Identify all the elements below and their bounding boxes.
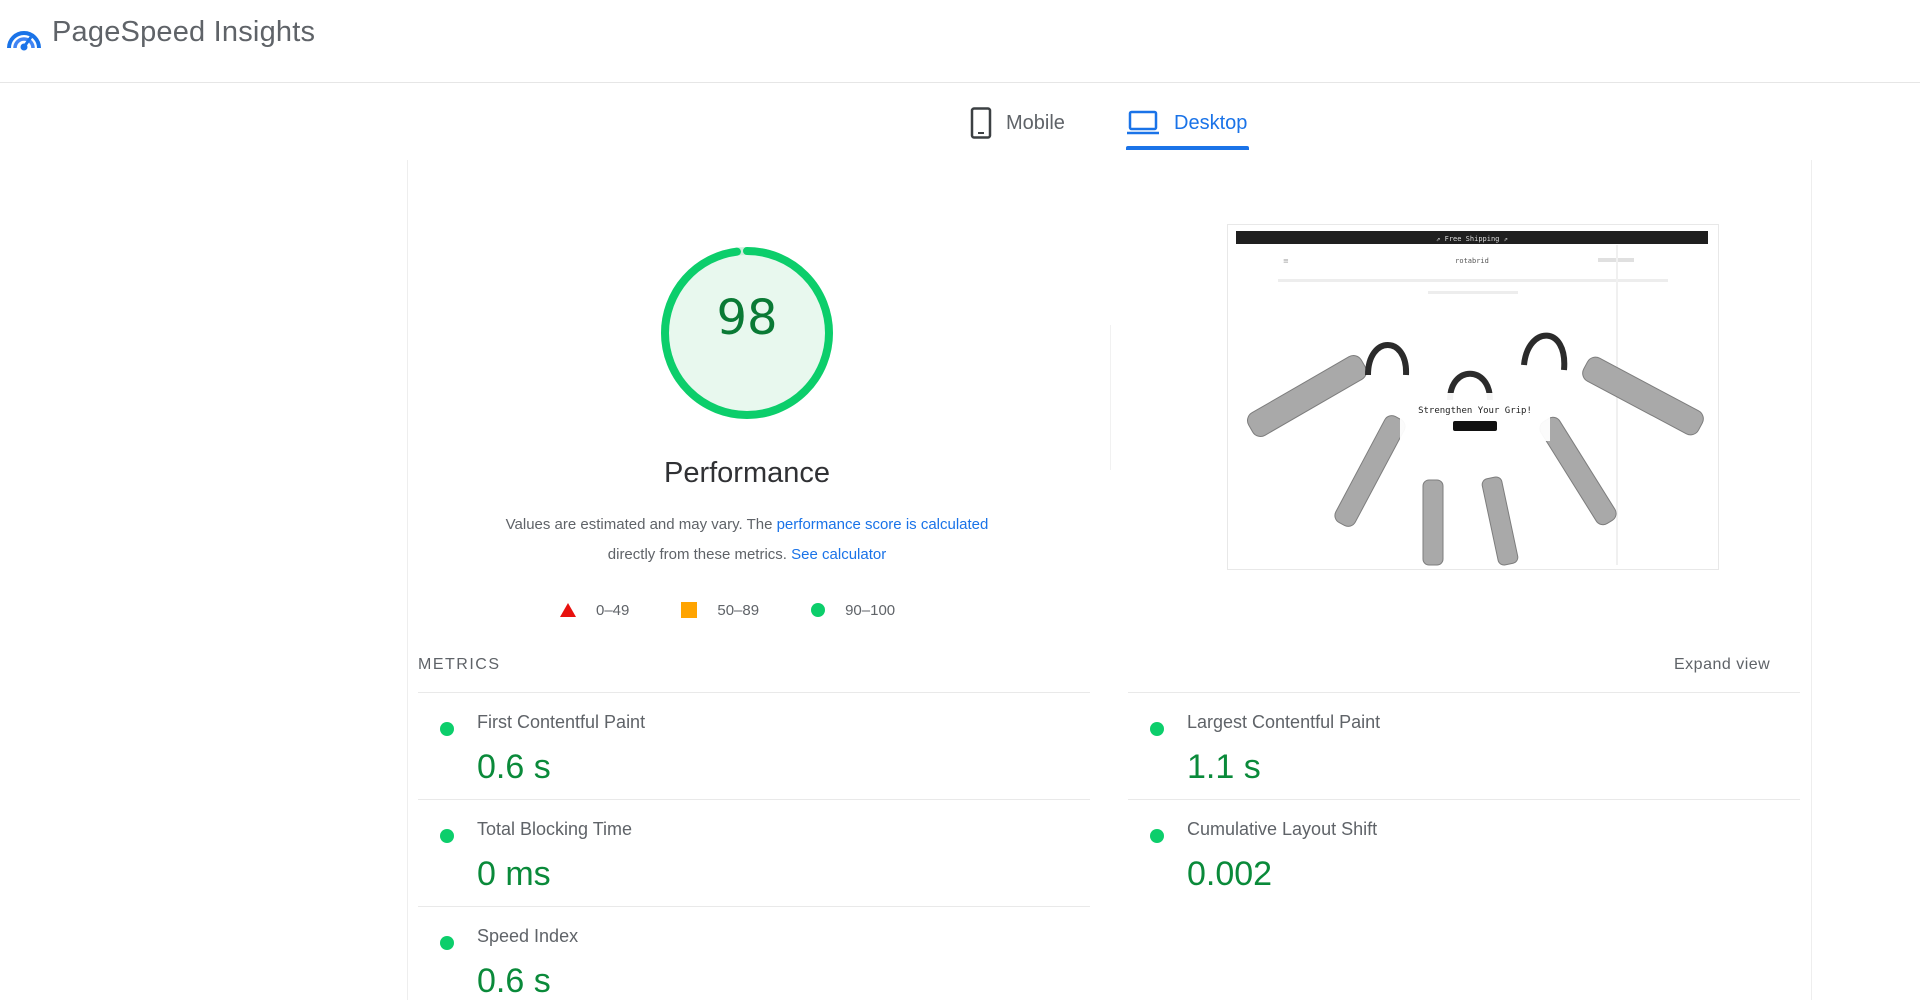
performance-score-link[interactable]: performance score is calculated bbox=[776, 516, 989, 533]
metric-value: 0.002 bbox=[1187, 855, 1273, 893]
score-note: Values are estimated and may vary. The p… bbox=[440, 510, 1054, 570]
gauge-arc bbox=[661, 247, 833, 419]
metrics-divider bbox=[418, 799, 1090, 800]
metrics-divider bbox=[1128, 799, 1800, 800]
metric-name: Largest Contentful Paint bbox=[1187, 712, 1381, 732]
performance-score: 98 bbox=[716, 290, 778, 346]
phone-icon bbox=[970, 107, 992, 139]
metric-value: 0.6 s bbox=[477, 962, 551, 1000]
page-screenshot: ⇗ Free Shipping ⇗ ≡ rotabrid Strengthen … bbox=[1227, 224, 1719, 570]
green-circle-icon bbox=[1150, 722, 1164, 736]
legend-average: 50–89 bbox=[681, 602, 759, 619]
green-circle-icon bbox=[440, 722, 454, 736]
legend-pass-label: 90–100 bbox=[845, 601, 896, 619]
metric-name: Cumulative Layout Shift bbox=[1187, 819, 1378, 839]
green-circle-icon bbox=[440, 829, 454, 843]
preview-banner: ⇗ Free Shipping ⇗ bbox=[1436, 235, 1508, 243]
svg-text:≡: ≡ bbox=[1283, 257, 1289, 265]
note-text-1: Values are estimated and may vary. The bbox=[505, 516, 777, 533]
metric-name: Total Blocking Time bbox=[477, 819, 633, 839]
tab-mobile-label: Mobile bbox=[1006, 111, 1065, 134]
metrics-divider bbox=[418, 692, 1090, 693]
green-circle-icon bbox=[1150, 829, 1164, 843]
expand-view-button[interactable]: Expand view bbox=[1674, 656, 1771, 673]
tab-mobile[interactable]: Mobile bbox=[970, 96, 1065, 150]
pagespeed-logo-icon bbox=[7, 31, 41, 51]
note-text-2: directly from these metrics. bbox=[607, 546, 792, 563]
metric-name: Speed Index bbox=[477, 926, 579, 946]
app-header: PageSpeed Insights bbox=[0, 0, 1920, 83]
legend-pass: 90–100 bbox=[811, 602, 895, 619]
metric-value: 1.1 s bbox=[1187, 748, 1261, 786]
tab-desktop[interactable]: Desktop bbox=[1126, 96, 1250, 150]
performance-title: Performance bbox=[663, 457, 830, 489]
green-circle-icon bbox=[440, 936, 454, 950]
metrics-divider bbox=[418, 906, 1090, 907]
red-triangle-icon bbox=[560, 603, 576, 617]
preview-brand: rotabrid bbox=[1455, 257, 1489, 265]
green-circle-icon bbox=[811, 603, 826, 617]
legend-fail-label: 0–49 bbox=[596, 601, 630, 619]
report-card bbox=[407, 160, 1812, 1000]
legend-average-label: 50–89 bbox=[717, 601, 760, 619]
legend-fail: 0–49 bbox=[560, 602, 629, 619]
grip-product-image: ⇗ Free Shipping ⇗ ≡ rotabrid Strengthen … bbox=[1228, 225, 1718, 569]
metric-value: 0 ms bbox=[477, 855, 551, 893]
see-calculator-link[interactable]: See calculator bbox=[791, 546, 887, 563]
metrics-heading: METRICS bbox=[418, 656, 501, 673]
laptop-icon bbox=[1126, 110, 1160, 136]
preview-headline: Strengthen Your Grip! bbox=[1418, 406, 1532, 416]
column-divider bbox=[1110, 325, 1111, 470]
app-title: PageSpeed Insights bbox=[52, 16, 316, 48]
metrics-divider bbox=[1128, 692, 1800, 693]
metric-value: 0.6 s bbox=[477, 748, 551, 786]
performance-gauge bbox=[661, 247, 833, 419]
metric-name: First Contentful Paint bbox=[477, 712, 646, 732]
score-legend: 0–49 50–89 90–100 bbox=[560, 598, 947, 622]
tab-desktop-label: Desktop bbox=[1174, 111, 1248, 134]
orange-square-icon bbox=[681, 602, 698, 618]
